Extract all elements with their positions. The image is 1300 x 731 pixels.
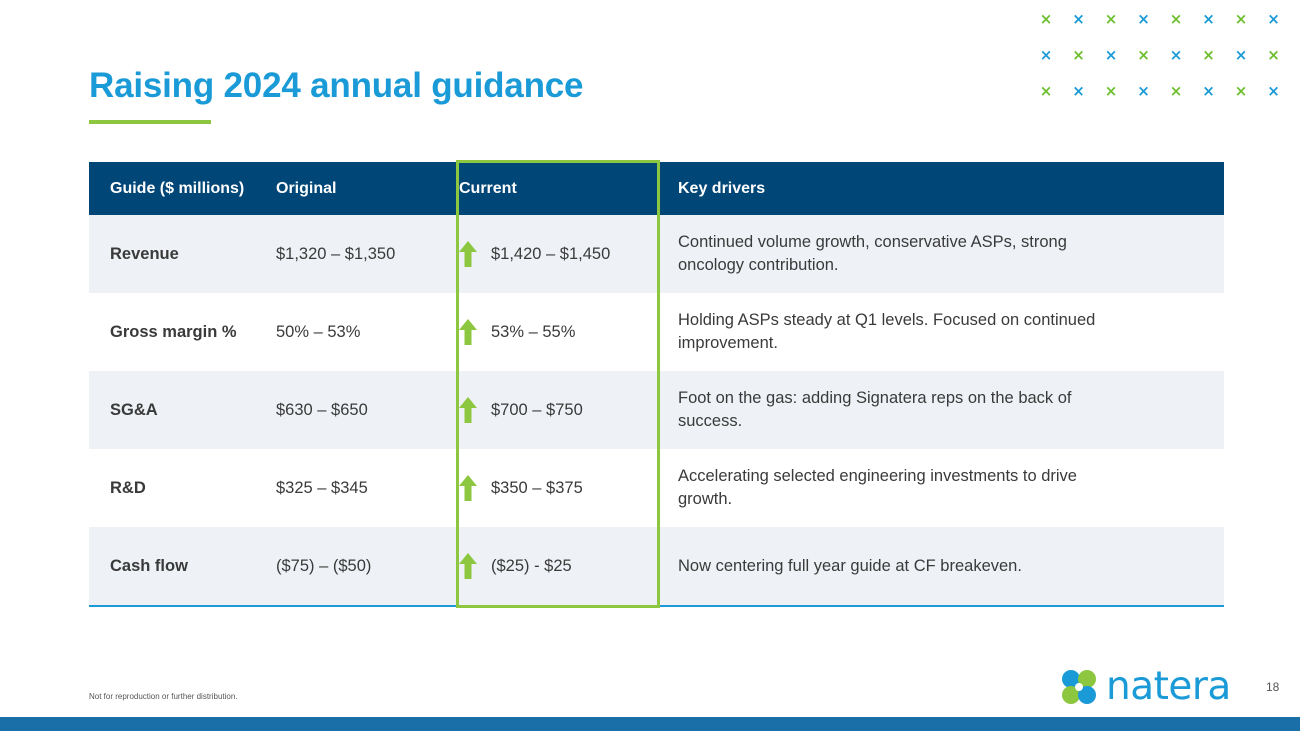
x-mark-icon: × [1202, 82, 1215, 100]
x-mark-icon: × [1039, 82, 1053, 100]
x-mark-icon: × [1072, 46, 1085, 64]
header-guide: Guide ($ millions) [89, 162, 272, 215]
page-title: Raising 2024 annual guidance [89, 66, 584, 105]
x-mark-icon: × [1169, 46, 1183, 64]
table-row: SG&A $630 – $650 $700 – $750 Foot on the… [89, 371, 1224, 449]
x-mark-icon: × [1104, 10, 1118, 28]
x-mark-icon: × [1267, 46, 1280, 64]
footer-bar [0, 717, 1300, 731]
logo-wordmark: natera [1106, 664, 1231, 709]
table-row: Gross margin % 50% – 53% 53% – 55% Holdi… [89, 293, 1224, 371]
x-mark-icon: × [1039, 46, 1053, 64]
table-row: R&D $325 – $345 $350 – $375 Accelerating… [89, 449, 1224, 527]
row-guide-label: SG&A [89, 371, 272, 449]
x-mark-icon: × [1072, 82, 1085, 100]
x-mark-icon: × [1267, 10, 1280, 28]
x-mark-icon: × [1234, 46, 1248, 64]
table-header-row: Guide ($ millions) Original Current Key … [89, 162, 1224, 215]
x-mark-icon: × [1039, 10, 1053, 28]
x-mark-icon: × [1202, 10, 1215, 28]
row-guide-label: Gross margin % [110, 322, 237, 341]
up-arrow-icon [459, 319, 477, 345]
row-original-value: $630 – $650 [272, 371, 435, 449]
x-mark-icon: × [1267, 82, 1280, 100]
page-number: 18 [1266, 680, 1280, 694]
row-key-drivers: Foot on the gas: adding Signatera reps o… [678, 389, 1072, 430]
natera-logo-icon [1062, 669, 1096, 704]
row-guide-label: R&D [110, 478, 146, 497]
table-row: Cash flow ($75) – ($50) ($25) - $25 Now … [89, 527, 1224, 607]
row-original-value: $1,320 – $1,350 [272, 215, 435, 293]
x-mark-icon: × [1169, 10, 1183, 28]
up-arrow-icon [459, 475, 477, 501]
x-mark-icon: × [1234, 82, 1248, 100]
up-arrow-icon [459, 553, 477, 579]
x-mark-icon: × [1202, 46, 1215, 64]
x-mark-icon: × [1137, 82, 1150, 100]
x-mark-icon: × [1234, 10, 1248, 28]
row-original-value: $325 – $345 [276, 478, 368, 497]
row-key-drivers: Now centering full year guide at CF brea… [678, 556, 1022, 575]
header-original: Original [272, 162, 435, 215]
x-mark-icon: × [1169, 82, 1183, 100]
header-key-drivers: Key drivers [634, 162, 1224, 215]
x-mark-icon: × [1104, 46, 1118, 64]
row-current-value: $700 – $750 [491, 400, 583, 419]
row-guide-label: Cash flow [89, 527, 272, 607]
header-current: Current [435, 162, 634, 215]
up-arrow-icon [459, 397, 477, 423]
x-mark-icon: × [1104, 82, 1118, 100]
natera-logo: natera [1060, 664, 1231, 709]
row-key-drivers: Holding ASPs steady at Q1 levels. Focuse… [678, 311, 1096, 352]
up-arrow-icon [459, 241, 477, 267]
decorative-x-pattern: × × × × × × × × × × × × × × × × × × × × × × × × [1037, 10, 1293, 110]
row-original-value: ($75) – ($50) [272, 527, 435, 607]
row-current-value: $350 – $375 [491, 478, 583, 497]
row-key-drivers: Continued volume growth, conservative AS… [678, 233, 1067, 274]
table-row: Revenue $1,320 – $1,350 $1,420 – $1,450 … [89, 215, 1224, 293]
row-guide-label: Revenue [89, 215, 272, 293]
row-current-value: $1,420 – $1,450 [491, 244, 611, 263]
guidance-table: Guide ($ millions) Original Current Key … [89, 162, 1224, 607]
row-key-drivers: Accelerating selected engineering invest… [678, 467, 1077, 508]
footnote: Not for reproduction or further distribu… [89, 692, 238, 701]
row-current-value: 53% – 55% [491, 322, 576, 341]
row-original-value: 50% – 53% [276, 322, 361, 341]
row-current-value: ($25) - $25 [491, 556, 572, 575]
x-mark-icon: × [1137, 46, 1150, 64]
x-mark-icon: × [1137, 10, 1150, 28]
x-mark-icon: × [1072, 10, 1085, 28]
title-underline [89, 120, 211, 124]
